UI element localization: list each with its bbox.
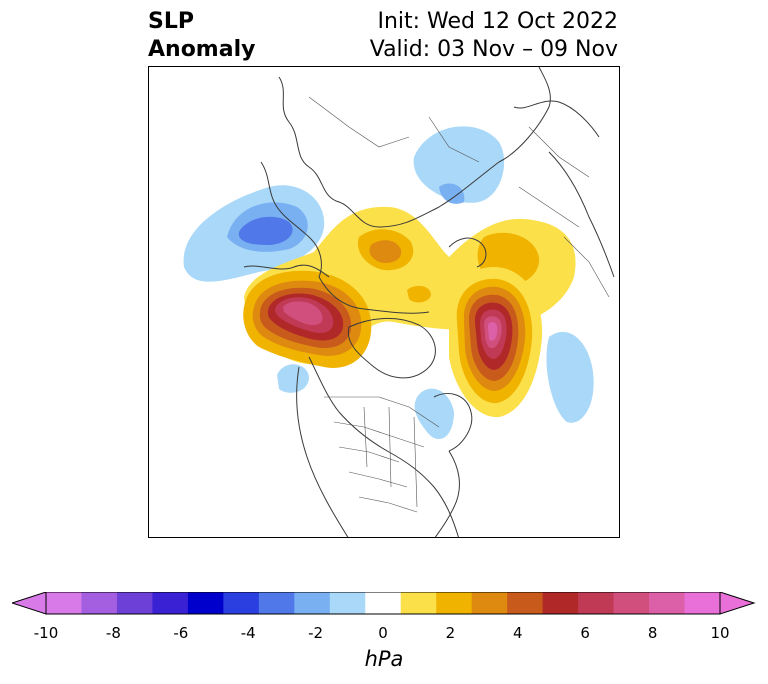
negative-anomaly-pacific xyxy=(277,364,309,393)
colorbar-bin xyxy=(81,592,118,614)
colorbar-bin xyxy=(542,592,579,614)
colorbar-tick-label: 2 xyxy=(445,624,456,642)
colorbar-bin xyxy=(436,592,473,614)
colorbar-bin xyxy=(46,592,82,614)
coastlines xyxy=(243,67,615,537)
colorbar-tick-label: -4 xyxy=(240,624,256,642)
negative-anomaly-europe xyxy=(183,185,325,282)
colorbar-tick-label: -10 xyxy=(33,624,59,642)
colorbar-bin xyxy=(578,592,615,614)
colorbar-tick-label: 0 xyxy=(378,624,388,642)
date-info: Init: Wed 12 Oct 2022 Valid: 03 Nov – 09… xyxy=(370,8,618,64)
colorbar-tick-label: -2 xyxy=(308,624,324,642)
colorbar-extend-high xyxy=(719,592,756,615)
colorbar-tick-label: 8 xyxy=(647,624,658,642)
colorbar xyxy=(12,592,756,615)
colorbar-bin xyxy=(329,592,366,614)
colorbar-tick-label: -6 xyxy=(173,624,189,642)
colorbar-bin xyxy=(294,592,331,614)
colorbar-bin xyxy=(684,592,721,614)
colorbar-bin xyxy=(152,592,189,614)
colorbar-units: hPa xyxy=(364,647,404,671)
colorbar-bin xyxy=(365,592,402,614)
negative-anomaly-labrador xyxy=(414,388,454,440)
title-line-1: SLP xyxy=(148,9,194,34)
init-date: Init: Wed 12 Oct 2022 xyxy=(377,9,618,34)
colorbar-outline xyxy=(45,592,721,615)
negative-anomaly-east xyxy=(546,331,594,423)
negative-anomaly-siberia xyxy=(413,126,505,204)
colorbar-bin xyxy=(400,592,437,614)
colorbar-bin xyxy=(223,592,260,614)
colorbar-bin xyxy=(649,592,686,614)
positive-anomaly-alaska xyxy=(447,267,543,418)
colorbar-bin xyxy=(258,592,295,614)
colorbar-bins xyxy=(46,592,721,614)
valid-date-range: Valid: 03 Nov – 09 Nov xyxy=(369,37,618,62)
colorbar-tick-label: 10 xyxy=(710,624,730,642)
colorbar-tick-label: 4 xyxy=(513,624,523,642)
title-line-2: Anomaly xyxy=(148,37,256,62)
anomaly-map xyxy=(148,66,620,538)
colorbar-bin xyxy=(507,592,544,614)
colorbar-bin xyxy=(116,592,153,614)
map-canvas xyxy=(183,67,615,537)
colorbar-extend-low xyxy=(12,592,47,615)
colorbar-bin xyxy=(187,592,224,614)
colorbar-tick-label: 6 xyxy=(580,624,590,642)
colorbar-bin xyxy=(471,592,508,614)
colorbar-tick-label: -8 xyxy=(105,624,121,642)
colorbar-bin xyxy=(613,592,650,614)
map-title: SLP Anomaly xyxy=(148,8,255,64)
political-borders xyxy=(308,96,610,513)
positive-anomaly-scandinavia xyxy=(243,270,372,368)
